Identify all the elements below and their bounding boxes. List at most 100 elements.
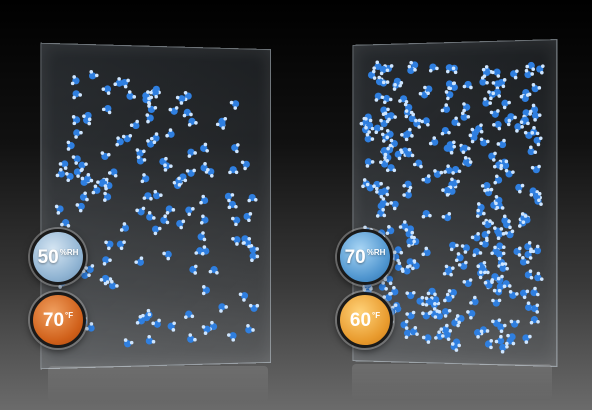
water-molecule-icon — [410, 325, 419, 336]
water-molecule-icon — [476, 202, 485, 213]
water-molecule-icon — [520, 289, 530, 300]
water-molecule-icon — [499, 343, 509, 354]
water-molecule-icon — [66, 140, 75, 151]
water-molecule-icon — [441, 331, 451, 341]
water-molecule-icon — [121, 133, 133, 143]
water-molecule-icon — [129, 119, 140, 130]
water-molecule-icon — [142, 90, 151, 101]
water-molecule-icon — [470, 232, 481, 242]
water-molecule-icon — [480, 182, 491, 192]
water-molecule-icon — [412, 159, 423, 169]
water-molecule-icon — [372, 60, 382, 71]
water-molecule-icon — [433, 169, 444, 178]
water-molecule-icon — [519, 255, 530, 266]
water-molecule-icon — [240, 160, 250, 171]
water-molecule-icon — [55, 167, 65, 178]
water-molecule-icon — [519, 116, 530, 126]
water-molecule-icon — [200, 142, 209, 153]
water-molecule-icon — [382, 292, 392, 302]
water-molecule-icon — [450, 338, 461, 348]
water-molecule-icon — [99, 177, 109, 188]
water-molecule-icon — [421, 334, 432, 344]
water-molecule-icon — [451, 317, 460, 328]
water-molecule-icon — [184, 310, 195, 319]
water-molecule-icon — [379, 65, 390, 76]
humidity-unit-left: %RH — [59, 248, 79, 257]
water-molecule-icon — [187, 148, 197, 158]
water-molecule-icon — [102, 256, 112, 266]
water-molecule-icon — [392, 246, 404, 255]
water-molecule-icon — [495, 250, 506, 261]
water-molecule-icon — [379, 118, 390, 128]
water-molecule-icon — [513, 246, 522, 257]
water-molecule-icon — [84, 264, 95, 274]
water-molecule-icon — [229, 100, 240, 110]
water-molecule-icon — [194, 247, 205, 256]
water-molecule-icon — [387, 112, 397, 122]
water-molecule-icon — [249, 244, 259, 254]
water-molecule-icon — [149, 132, 160, 142]
water-molecule-icon — [226, 332, 237, 342]
water-molecule-icon — [476, 264, 486, 275]
water-molecule-icon — [228, 166, 239, 175]
water-molecule-icon — [231, 236, 241, 246]
water-molecule-icon — [199, 194, 209, 205]
water-molecule-icon — [402, 189, 412, 199]
water-molecule-icon — [446, 144, 457, 155]
water-molecule-icon — [83, 172, 94, 183]
water-molecule-icon — [524, 241, 533, 252]
temperature-value-right: 60 — [349, 309, 372, 331]
water-molecule-icon — [176, 219, 186, 230]
water-molecule-icon — [461, 144, 471, 154]
water-molecule-icon — [454, 252, 464, 263]
water-molecule-icon — [481, 230, 491, 241]
water-molecule-icon — [493, 174, 503, 185]
water-molecule-icon — [527, 145, 538, 156]
water-molecule-icon — [224, 192, 235, 203]
water-molecule-icon — [469, 295, 479, 306]
water-molecule-icon — [99, 274, 110, 284]
water-molecule-icon — [504, 229, 515, 239]
water-molecule-icon — [510, 69, 519, 80]
water-molecule-icon — [393, 77, 404, 87]
water-molecule-icon — [189, 264, 198, 275]
water-molecule-icon — [514, 123, 524, 133]
water-molecule-icon — [200, 162, 210, 172]
water-molecule-icon — [104, 240, 114, 251]
water-molecule-icon — [187, 117, 198, 127]
water-molecule-icon — [78, 161, 88, 172]
water-molecule-icon — [126, 90, 137, 100]
water-molecule-icon — [185, 168, 196, 177]
water-molecule-icon — [382, 94, 393, 105]
water-molecule-icon — [441, 308, 452, 318]
water-molecule-icon — [497, 78, 507, 89]
water-molecule-icon — [135, 206, 146, 216]
water-molecule-icon — [428, 136, 439, 146]
water-molecule-icon — [531, 112, 542, 122]
water-molecule-icon — [491, 68, 501, 78]
water-molecule-icon — [135, 148, 146, 157]
water-molecule-icon — [404, 225, 415, 235]
water-molecule-icon — [405, 290, 416, 300]
water-molecule-icon — [119, 222, 130, 232]
water-molecule-icon — [71, 155, 81, 165]
water-molecule-icon — [533, 136, 543, 147]
water-molecule-icon — [385, 225, 395, 236]
water-molecule-icon — [523, 130, 535, 139]
water-molecule-icon — [136, 155, 147, 165]
water-molecule-icon — [187, 333, 197, 343]
water-molecule-icon — [441, 212, 452, 222]
water-molecule-icon — [434, 330, 444, 340]
water-molecule-icon — [524, 269, 534, 280]
water-molecule-icon — [231, 143, 240, 154]
water-molecule-icon — [398, 220, 409, 230]
water-molecule-icon — [479, 238, 489, 248]
water-molecule-icon — [482, 97, 492, 107]
water-molecule-icon — [115, 136, 124, 147]
water-molecule-icon — [65, 172, 74, 183]
water-molecule-icon — [531, 83, 542, 93]
water-molecule-icon — [162, 250, 172, 261]
water-molecule-icon — [421, 210, 432, 219]
water-molecule-icon — [199, 214, 209, 225]
